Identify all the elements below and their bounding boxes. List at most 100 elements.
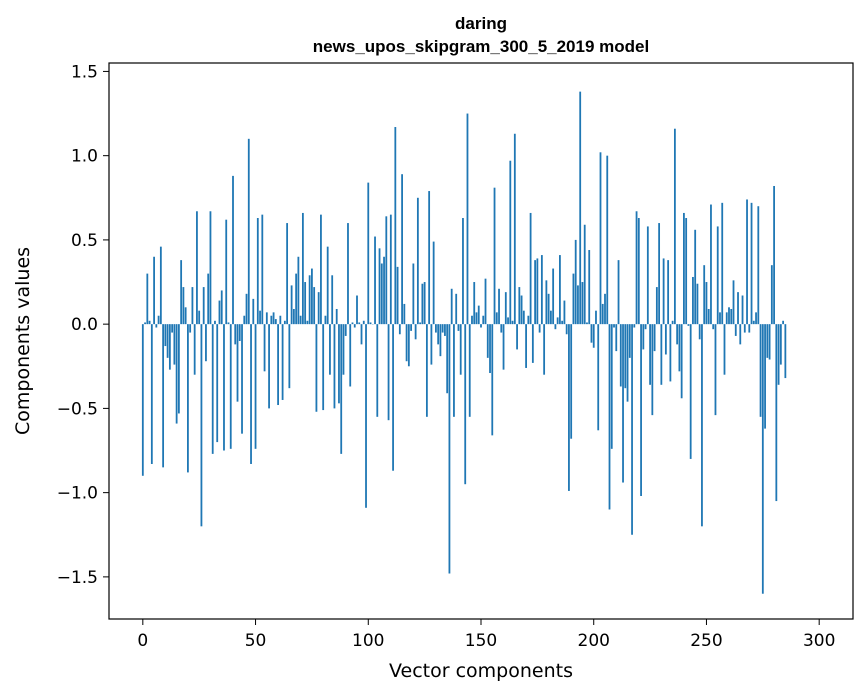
bar (268, 324, 270, 409)
bar (423, 282, 426, 325)
bar (162, 324, 165, 468)
bar (338, 324, 340, 404)
bar (261, 214, 264, 325)
bar (263, 324, 266, 372)
bar (608, 324, 611, 510)
bar (444, 324, 446, 336)
bar (592, 324, 595, 348)
bar (613, 324, 615, 328)
bar (191, 287, 194, 325)
bar (216, 324, 219, 443)
bar (477, 305, 480, 325)
bar (437, 324, 440, 345)
bar (356, 295, 358, 325)
bar (500, 324, 503, 333)
y-tick-label: 1.0 (71, 147, 98, 167)
bar (430, 324, 433, 365)
bar (425, 324, 428, 417)
bar (432, 241, 435, 325)
bar (146, 273, 149, 325)
bar (694, 229, 697, 325)
bar (435, 324, 437, 333)
bar (556, 317, 559, 325)
bar (385, 216, 388, 325)
bar (777, 324, 780, 385)
y-tick-label: −0.5 (57, 399, 98, 419)
bar (281, 324, 284, 400)
bar (272, 312, 275, 325)
bar (396, 266, 399, 325)
bar (288, 324, 291, 389)
bar (525, 324, 527, 368)
y-tick-label: −1.0 (57, 484, 98, 504)
bar (673, 128, 676, 325)
bar (459, 324, 462, 375)
bar (453, 324, 455, 417)
bar (710, 204, 712, 325)
bar (207, 273, 210, 325)
bar (784, 324, 787, 379)
bar (642, 324, 645, 350)
bar (554, 324, 557, 330)
x-tick-label: 50 (245, 631, 267, 651)
bar (247, 138, 250, 325)
x-tick-label: 0 (137, 631, 148, 651)
bar (678, 324, 681, 372)
bar (306, 320, 309, 325)
bar (256, 218, 259, 325)
y-tick-label: −1.5 (57, 568, 98, 588)
bar (457, 324, 460, 331)
bar (775, 324, 778, 502)
plot-frame (108, 62, 854, 620)
bar (439, 324, 442, 357)
bar (180, 260, 183, 325)
bar (202, 287, 205, 325)
bar (615, 324, 618, 352)
bar (392, 324, 394, 471)
bar (626, 324, 629, 402)
bar (471, 315, 473, 325)
bar (714, 324, 717, 416)
bar (168, 324, 171, 370)
bar (283, 320, 286, 325)
bar (403, 303, 406, 325)
bar (513, 133, 516, 325)
bar (572, 273, 575, 325)
bar (342, 324, 345, 375)
bar (466, 113, 469, 325)
x-tick-label: 200 (578, 631, 610, 651)
bar (705, 282, 708, 325)
bar (455, 293, 458, 325)
bar (768, 324, 771, 360)
bar (464, 324, 467, 485)
bar (631, 324, 633, 535)
bar (518, 287, 521, 325)
bar (347, 223, 349, 325)
bar (743, 324, 746, 333)
bar (351, 322, 354, 325)
bar (552, 268, 555, 325)
bar (543, 324, 546, 375)
bar (737, 292, 739, 325)
bar (507, 317, 509, 325)
bar (349, 324, 352, 387)
bar (504, 292, 507, 325)
bar (766, 324, 769, 358)
bar (563, 300, 566, 325)
bar (155, 324, 158, 328)
bar (292, 308, 295, 325)
bars-group (141, 91, 787, 594)
bar (719, 312, 721, 325)
bar (428, 191, 431, 325)
bar (462, 218, 464, 325)
bar (574, 239, 577, 325)
bar (606, 155, 609, 325)
bar (723, 324, 726, 375)
bar (538, 324, 541, 333)
bar (660, 324, 663, 385)
bar (410, 324, 413, 331)
bar (619, 324, 622, 387)
bar (534, 260, 537, 325)
bar (482, 315, 485, 325)
bar (234, 324, 237, 345)
